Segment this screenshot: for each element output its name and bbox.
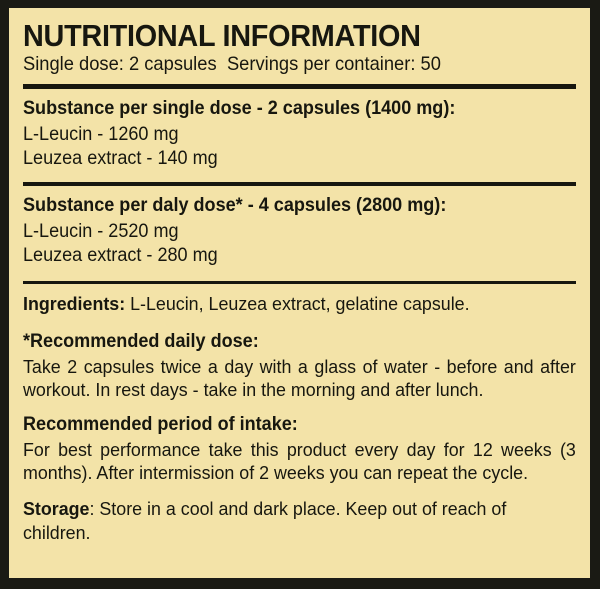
single-dose-section: Substance per single dose - 2 capsules (…	[23, 98, 576, 171]
recommended-daily-dose-body: Take 2 capsules twice a day with a glass…	[23, 355, 576, 400]
single-dose-label: Single dose: 2 capsules	[23, 52, 217, 75]
spacer	[23, 75, 576, 84]
label-content-area: NUTRITIONAL INFORMATION Single dose: 2 c…	[9, 8, 590, 578]
daily-dose-section: Substance per daly dose* - 4 capsules (2…	[23, 195, 576, 268]
spacer	[23, 171, 576, 182]
daily-dose-heading: Substance per daly dose* - 4 capsules (2…	[23, 195, 447, 217]
spacer	[23, 268, 576, 281]
servings-per-container-label: Servings per container: 50	[226, 52, 441, 75]
single-dose-row: L-Leucin - 1260 mg	[23, 123, 179, 145]
recommended-period-section: Recommended period of intake: For best p…	[23, 414, 576, 484]
spacer	[23, 186, 576, 195]
spacer	[23, 284, 576, 292]
recommended-daily-dose-heading: *Recommended daily dose:	[23, 330, 259, 352]
ingredients-line: Ingredients: L-Leucin, Leuzea extract, g…	[23, 292, 576, 315]
recommended-period-heading: Recommended period of intake:	[23, 414, 298, 436]
recommended-daily-dose-section: *Recommended daily dose: Take 2 capsules…	[23, 331, 576, 401]
ingredients-value: L-Leucin, Leuzea extract, gelatine capsu…	[125, 293, 470, 315]
divider-rule-2	[23, 182, 576, 187]
single-dose-heading: Substance per single dose - 2 capsules (…	[23, 98, 456, 120]
ingredients-label: Ingredients:	[23, 293, 126, 315]
daily-dose-row: L-Leucin - 2520 mg	[23, 220, 179, 242]
divider-rule-1	[23, 84, 576, 90]
daily-dose-row: Leuzea extract - 280 mg	[23, 245, 218, 267]
spacer	[23, 401, 576, 414]
page-title: NUTRITIONAL INFORMATION	[23, 18, 421, 53]
storage-label: Storage	[23, 498, 90, 520]
single-dose-row: Leuzea extract - 140 mg	[23, 148, 218, 170]
recommended-period-body: For best performance take this product e…	[23, 438, 576, 484]
spacer	[23, 316, 576, 331]
spacer	[23, 484, 576, 497]
storage-line: Storage: Store in a cool and dark place.…	[23, 497, 576, 544]
storage-value: : Store in a cool and dark place. Keep o…	[23, 498, 507, 543]
dose-summary-line: Single dose: 2 capsules Servings per cont…	[23, 53, 543, 75]
divider-rule-3	[23, 281, 576, 285]
spacer	[23, 89, 576, 98]
